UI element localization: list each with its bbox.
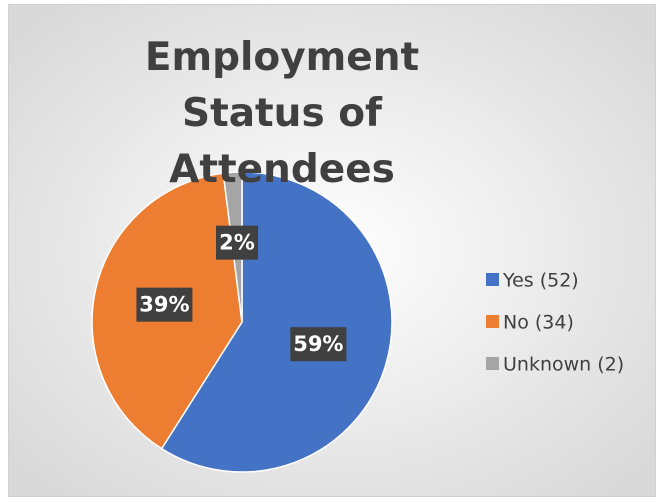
data-label: 39% bbox=[139, 293, 189, 317]
legend-swatch bbox=[486, 357, 499, 370]
legend-label: No (34) bbox=[503, 312, 574, 334]
legend-swatch bbox=[486, 315, 499, 328]
legend-swatch bbox=[486, 273, 499, 286]
data-label: 59% bbox=[293, 332, 343, 356]
legend-label: Yes (52) bbox=[502, 270, 579, 292]
data-label-box bbox=[290, 327, 347, 362]
data-label: 2% bbox=[219, 231, 255, 255]
pie-slice bbox=[160, 171, 393, 473]
data-label-box bbox=[136, 287, 193, 322]
chart-title: Employment Status of Attendees bbox=[144, 35, 420, 192]
data-label-box bbox=[216, 225, 259, 260]
legend-label: Unknown (2) bbox=[503, 354, 624, 376]
